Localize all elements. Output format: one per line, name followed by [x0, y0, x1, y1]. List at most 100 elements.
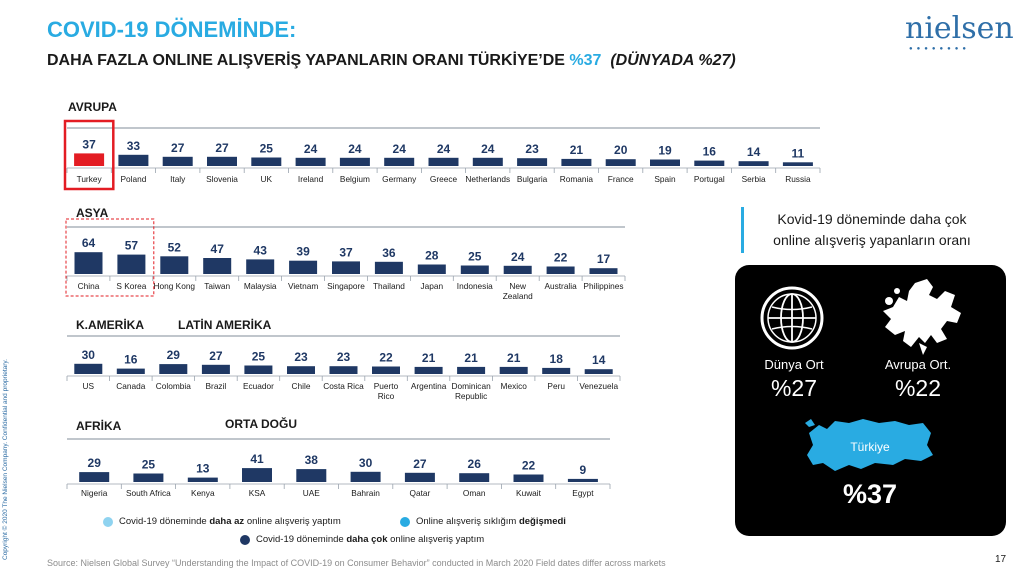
value-label: 24	[304, 142, 318, 156]
legend-less-bold: daha az	[209, 516, 245, 527]
bar	[332, 261, 360, 274]
bar	[374, 261, 403, 274]
value-label: 37	[339, 245, 353, 259]
bar	[116, 368, 145, 374]
category-label: Costa Rica	[323, 381, 364, 391]
value-label: 52	[168, 240, 182, 254]
category-label: Egypt	[572, 488, 594, 498]
region-label-avrupa: AVRUPA	[68, 100, 117, 114]
value-label: 20	[614, 143, 628, 157]
bar	[74, 363, 103, 374]
value-label: 37	[82, 137, 96, 151]
value-label: 43	[254, 243, 268, 257]
category-label: UK	[261, 174, 273, 184]
value-label: 29	[88, 456, 102, 470]
category-label: Italy	[170, 174, 186, 184]
bar	[74, 252, 103, 274]
category-label: Thailand	[373, 281, 405, 291]
category-label: Chile	[292, 381, 311, 391]
value-label: 24	[348, 142, 362, 156]
category-label: Peru	[547, 381, 565, 391]
bar	[79, 472, 110, 482]
value-label: 36	[382, 246, 396, 260]
value-label: 28	[425, 249, 439, 263]
bar	[289, 260, 318, 274]
region-label-orta-dogu: ORTA DOĞU	[225, 417, 297, 431]
value-label: 22	[554, 251, 568, 265]
category-label: Venezuela	[579, 381, 618, 391]
bar	[350, 471, 381, 482]
bar	[503, 265, 532, 274]
category-label: Japan	[420, 281, 443, 291]
bar	[160, 256, 189, 274]
bar	[584, 369, 613, 374]
legend-more-post: online alışveriş yaptım	[390, 534, 485, 545]
category-label: Brazil	[206, 381, 227, 391]
category-label: Spain	[654, 174, 676, 184]
chart-2: 30 US 16 Canada 29 Colombia 27 Brazil 25 Ecuador 2…	[66, 335, 621, 401]
category-label: Hong Kong	[154, 281, 196, 291]
bar	[650, 159, 680, 166]
category-label: Portugal	[694, 174, 725, 184]
bar	[460, 265, 489, 274]
category-label: Australia	[544, 281, 577, 291]
category-label: Colombia	[156, 381, 191, 391]
category-label: Poland	[120, 174, 146, 184]
legend-less-post: online alışveriş yaptım	[246, 516, 341, 527]
value-label: 16	[703, 145, 717, 159]
bar	[117, 254, 146, 274]
bar	[207, 156, 237, 166]
bar	[118, 154, 149, 166]
value-label: 25	[252, 350, 266, 364]
bar	[546, 266, 575, 274]
legend-item-same: Online alışveriş sıklığım değişmedi	[400, 516, 566, 527]
bar	[589, 268, 618, 274]
bar	[417, 264, 446, 274]
legend-dot-mid-icon	[400, 516, 410, 527]
bar	[517, 158, 548, 166]
value-label: 23	[294, 350, 308, 364]
category-label: Dominican Republic	[451, 381, 491, 401]
world-avg-label: Dünya Ort	[764, 357, 824, 372]
bar	[428, 157, 459, 166]
category-label: Indonesia	[457, 281, 493, 291]
category-label: Ireland	[298, 174, 324, 184]
value-label: 38	[305, 453, 319, 467]
europe-map-icon	[883, 279, 961, 355]
bar	[244, 365, 273, 374]
info-line-2: online alışveriş yapanların oranı	[773, 232, 971, 248]
bar	[329, 366, 358, 374]
category-label: Nigeria	[81, 488, 108, 498]
europe-avg-label: Avrupa Ort.	[884, 357, 952, 372]
info-accent-bar	[741, 207, 744, 253]
page-subtitle: DAHA FAZLA ONLINE ALIŞVERİŞ YAPANLARIN O…	[47, 52, 736, 70]
value-label: 25	[260, 142, 274, 156]
nielsen-logo-dots-icon: ●●●●●●●●	[909, 46, 970, 52]
category-label: Kuwait	[516, 488, 542, 498]
category-label: Slovenia	[206, 174, 238, 184]
category-label: Greece	[430, 174, 458, 184]
highlight-box-turkey	[63, 119, 115, 191]
region-label-k-amerika: K.AMERİKA	[76, 318, 144, 332]
value-label: 22	[522, 459, 536, 473]
chart-3: 29 Nigeria 25 South Africa 13 Kenya 41 KSA 38 UAE…	[66, 438, 611, 498]
bar	[542, 367, 571, 374]
legend-dot-light-icon	[103, 516, 113, 527]
value-label: 16	[124, 353, 138, 367]
bar	[295, 157, 326, 166]
bar	[782, 162, 813, 166]
bar	[499, 366, 528, 374]
legend-less-pre: Covid-19 döneminde	[119, 516, 207, 527]
legend-more-bold: daha çok	[346, 534, 388, 545]
category-label: S Korea	[116, 281, 146, 291]
bar	[384, 157, 415, 166]
subtitle-highlight: %37	[569, 52, 602, 69]
highlight-box-asia	[65, 218, 155, 297]
bar	[513, 474, 544, 482]
value-label: 64	[82, 236, 96, 250]
bar	[339, 157, 370, 166]
value-label: 11	[792, 146, 805, 160]
value-label: 21	[422, 351, 436, 365]
category-label: China	[78, 281, 100, 291]
value-label: 18	[550, 352, 564, 366]
